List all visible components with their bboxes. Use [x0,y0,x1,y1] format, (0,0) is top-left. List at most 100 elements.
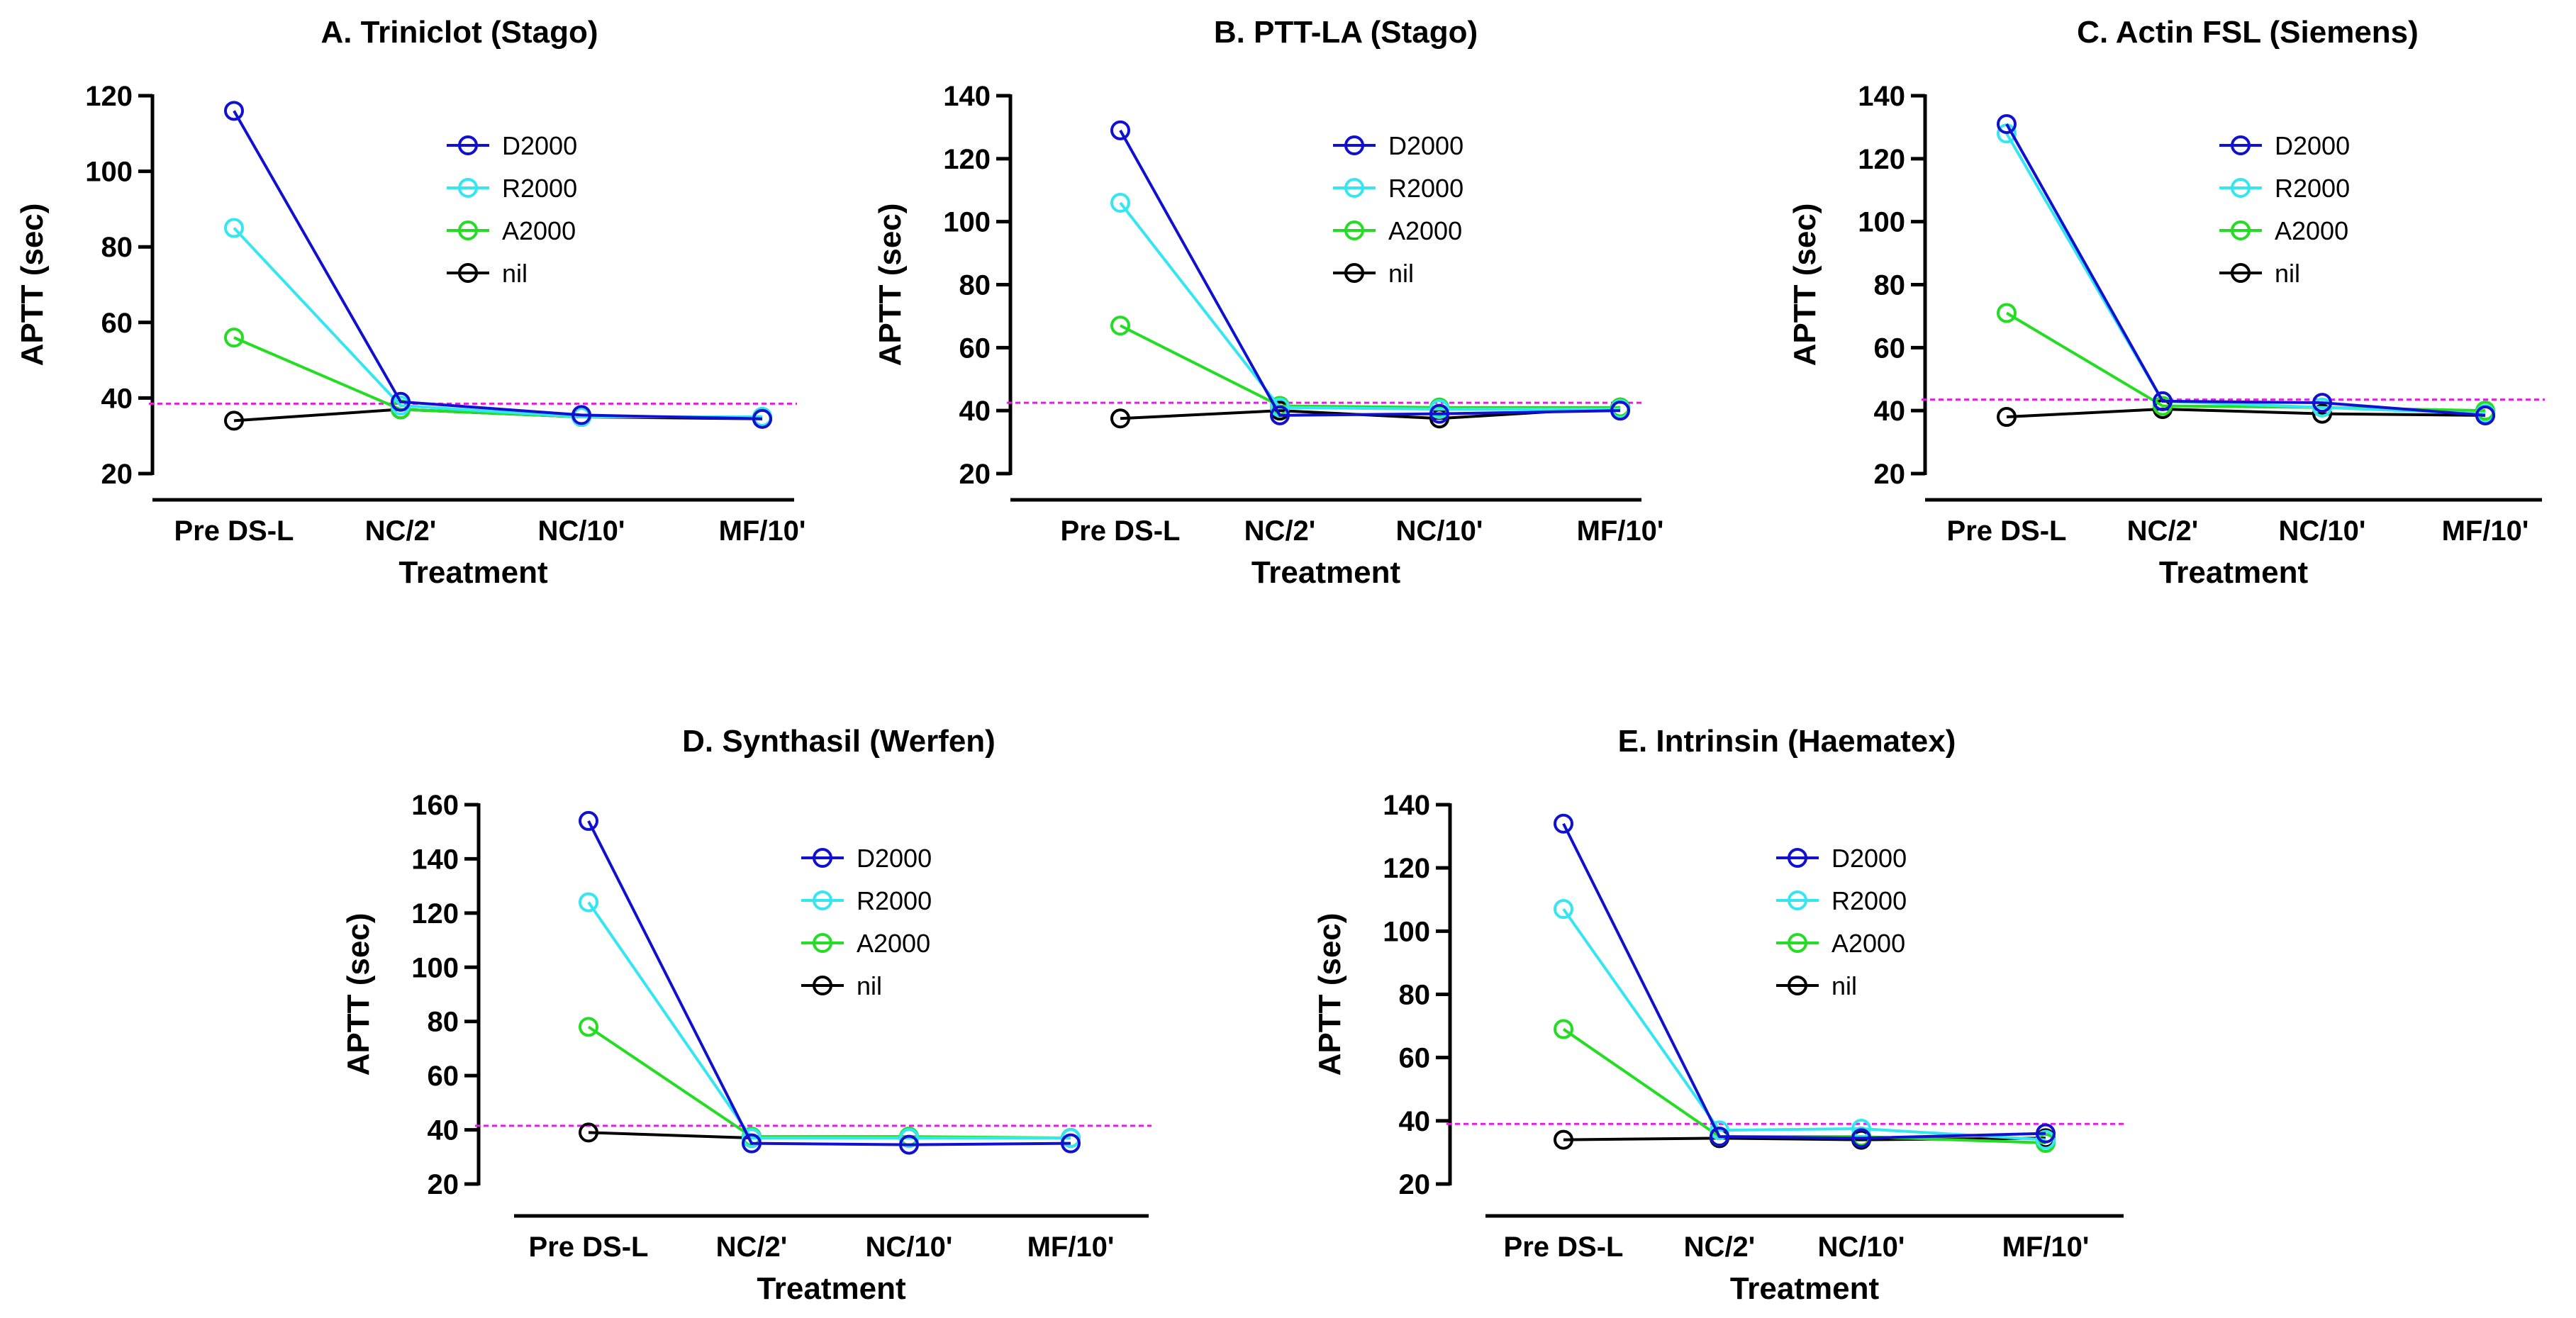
y-tick-label: 140 [943,81,991,112]
chart-panel-4: D. Synthasil (Werfen) 20 40 60 80 100 120 140 16… [341,724,1152,1306]
x-tick-label: Pre DS-L [174,515,294,547]
legend-marker [813,933,832,953]
y-tick-label: 100 [411,952,459,983]
data-point [899,1134,919,1155]
y-axis-title: APTT (sec) [341,913,376,1076]
y-tick-label: 60 [1874,333,1906,364]
y-tick-label: 40 [101,383,133,414]
y-tick-label: 80 [428,1007,459,1038]
legend-label: nil [1831,971,1857,1000]
series-line [2005,133,2486,415]
series-line [1120,324,1620,409]
legend-marker [1344,220,1364,240]
data-point [224,218,244,238]
x-tick-label: NC/10' [866,1232,953,1263]
y-axis-title: APTT (sec) [873,203,908,367]
data-point [1997,303,2017,323]
data-point [1110,193,1130,213]
data-point [2036,1123,2056,1144]
series-line [1562,822,2046,1140]
y-tick-label: 20 [1399,1169,1431,1200]
chart-panel-1: A. Triniclot (Stago) 20 40 60 80 100 120 APTT (… [15,15,805,590]
y-axis-title: APTT (sec) [1788,203,1822,367]
data-point [742,1128,762,1149]
legend: D2000 R2000 A2000 nil [2219,131,2350,288]
data-point [224,328,244,348]
legend-marker [2231,220,2251,240]
data-point [391,391,411,412]
y-tick-label: 20 [959,459,991,490]
data-point [1429,403,1449,424]
series-D2000 [1554,813,2056,1149]
series-line [233,110,763,420]
series-line [587,820,1071,1146]
y-tick-label: 20 [428,1169,459,1200]
legend-label: A2000 [1388,216,1462,245]
data-point [2153,391,2173,411]
series-A2000 [579,1017,1081,1149]
y-tick-label: 80 [1399,980,1431,1011]
data-point [742,1133,762,1154]
series-line [2005,123,2486,417]
series-D2000 [1997,113,2495,425]
y-tick-label: 40 [428,1115,459,1146]
x-tick-label: NC/10' [2279,515,2366,547]
x-tick-label: MF/10' [1027,1232,1115,1263]
data-point [224,411,244,431]
legend-label: A2000 [857,929,930,958]
legend-label: R2000 [857,886,932,915]
legend: D2000 R2000 A2000 nil [447,131,577,288]
x-tick-label: Pre DS-L [1504,1232,1624,1263]
data-point [899,1128,919,1149]
data-point [224,101,244,121]
data-point [1554,1019,1573,1039]
legend-label: nil [857,971,882,1000]
legend-marker [458,220,478,240]
data-point [2312,393,2332,413]
data-point [1851,1128,1871,1149]
data-point [1997,113,2017,134]
y-tick-label: 120 [1858,144,1905,175]
y-tick-label: 40 [1399,1106,1431,1137]
data-point [752,408,772,429]
chart-title: E. Intrinsin (Haematex) [1618,724,1956,759]
legend-label: D2000 [1388,131,1463,160]
data-point [579,892,598,912]
series-nil [1554,1128,2056,1150]
legend-marker [1788,890,1807,910]
series-D2000 [579,810,1081,1155]
x-tick-label: Pre DS-L [1947,515,2067,547]
data-point [1110,315,1130,336]
legend-label: R2000 [502,174,577,203]
series-line [2005,311,2486,413]
data-point [1110,408,1130,429]
legend-label: nil [2275,259,2300,288]
data-point [1061,1128,1081,1149]
x-tick-label: NC/2' [365,515,437,547]
x-tick-label: MF/10' [2002,1232,2090,1263]
legend-label: D2000 [2275,131,2350,160]
data-point [571,405,591,425]
legend-label: R2000 [1388,174,1463,203]
y-tick-label: 120 [85,81,133,112]
series-R2000 [1110,193,1630,419]
legend-marker [1344,263,1364,283]
y-tick-label: 80 [101,232,133,263]
x-tick-label: MF/10' [719,515,806,547]
legend-marker [1788,848,1807,868]
data-point [1997,407,2017,428]
x-tick-label: NC/10' [1396,515,1483,547]
data-point [2475,405,2495,425]
data-point [1554,1129,1573,1150]
data-point [1061,1133,1081,1154]
x-axis-title: Treatment [398,555,548,590]
legend-label: nil [1388,259,1414,288]
legend-label: A2000 [1831,929,1905,958]
y-tick-label: 60 [428,1061,459,1092]
series-line [587,1025,1071,1140]
y-tick-label: 20 [101,459,133,490]
series-D2000 [224,101,772,429]
legend-label: D2000 [502,131,577,160]
legend-marker [1788,933,1807,953]
x-axis-title: Treatment [1730,1271,1880,1306]
